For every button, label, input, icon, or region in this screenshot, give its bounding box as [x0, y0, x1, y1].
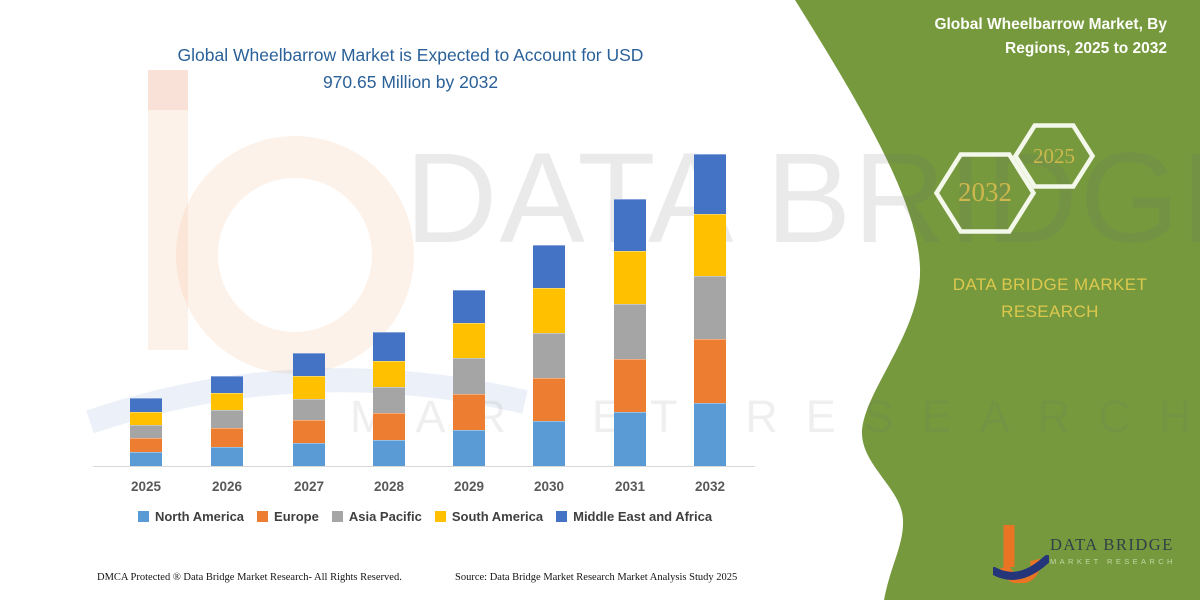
legend-label: Asia Pacific	[348, 509, 422, 524]
watermark-marketresearch: MARKET RESEARCH	[350, 391, 1200, 442]
bar-segment-south-america	[614, 250, 646, 305]
legend-marker	[556, 511, 568, 522]
bar-segment-europe	[453, 393, 485, 430]
x-axis-label-2028: 2028	[373, 479, 405, 494]
legend-item-asia-pacific: Asia Pacific	[331, 509, 422, 524]
bar-segment-south-america	[373, 360, 405, 387]
bar-2027	[293, 353, 325, 466]
bar-segment-north-america	[614, 411, 646, 466]
panel-brand-line1: DATA BRIDGE MARKET	[952, 275, 1148, 294]
chart-title: Global Wheelbarrow Market is Expected to…	[158, 42, 663, 96]
bar-segment-europe	[293, 420, 325, 443]
bar-segment-south-america	[453, 323, 485, 358]
panel-title: Global Wheelbarrow Market, By Regions, 2…	[837, 13, 1167, 61]
bar-segment-north-america	[373, 439, 405, 466]
hexagon-large	[933, 152, 1037, 234]
bar-segment-asia-pacific	[533, 332, 565, 378]
bar-segment-asia-pacific	[211, 409, 243, 428]
logo-brand-label: DATA BRIDGE	[1050, 535, 1174, 554]
hexagon-year-2032: 2032	[958, 177, 1012, 207]
bar-segment-europe	[614, 359, 646, 412]
bar-segment-europe	[130, 437, 162, 452]
bar-segment-north-america	[533, 420, 565, 466]
bar-segment-north-america	[293, 442, 325, 466]
bar-segment-middle-east-and-africa	[130, 397, 162, 412]
legend-marker	[257, 511, 269, 522]
x-axis-label-2026: 2026	[211, 479, 243, 494]
bar-segment-asia-pacific	[453, 357, 485, 394]
panel-title-line1: Global Wheelbarrow Market, By	[934, 16, 1167, 33]
databridge-logo-text: DATA BRIDGE MARKET RESEARCH	[1050, 535, 1190, 566]
bar-segment-middle-east-and-africa	[614, 199, 646, 251]
panel-title-line2: Regions, 2025 to 2032	[1005, 40, 1167, 58]
x-axis-line	[93, 466, 755, 467]
bar-segment-middle-east-and-africa	[533, 245, 565, 288]
bar-segment-south-america	[130, 412, 162, 425]
bar-2025	[130, 397, 162, 466]
bar-segment-middle-east-and-africa	[211, 375, 243, 394]
legend-item-middle-east-and-africa: Middle East and Africa	[556, 509, 712, 524]
x-axis-label-2025: 2025	[130, 479, 162, 494]
legend-item-north-america: North America	[137, 509, 245, 524]
bar-segment-europe	[211, 427, 243, 447]
bar-segment-middle-east-and-africa	[373, 331, 405, 361]
legend-item-south-america: South America	[434, 509, 544, 524]
panel-brand-name: DATA BRIDGE MARKET RESEARCH	[915, 271, 1185, 325]
bar-2026	[211, 375, 243, 466]
bar-segment-asia-pacific	[373, 386, 405, 413]
bar-2031	[614, 199, 646, 466]
bar-segment-europe	[373, 412, 405, 440]
bar-segment-south-america	[533, 287, 565, 333]
panel-brand-line2: RESEARCH	[1001, 302, 1099, 322]
bar-2032	[694, 154, 726, 466]
bar-segment-north-america	[453, 429, 485, 466]
bar-2028	[373, 331, 405, 466]
x-axis-label-2030: 2030	[533, 479, 565, 494]
legend-label: Middle East and Africa	[573, 509, 713, 524]
logo-sub-label: MARKET RESEARCH	[1050, 557, 1176, 566]
legend-label: South America	[451, 509, 544, 524]
bar-segment-south-america	[694, 214, 726, 276]
bar-segment-asia-pacific	[694, 275, 726, 340]
hexagon-graphics	[933, 123, 1096, 234]
bar-segment-south-america	[293, 375, 325, 399]
bar-segment-south-america	[211, 393, 243, 410]
bar-segment-europe	[533, 377, 565, 421]
legend-item-europe: Europe	[257, 509, 319, 524]
hexagon-year-2025: 2025	[1033, 144, 1075, 168]
bar-segment-asia-pacific	[130, 425, 162, 438]
bar-segment-north-america	[694, 402, 726, 466]
bar-segment-middle-east-and-africa	[694, 154, 726, 215]
chart-legend: North America Europe Asia Pacific South Ame…	[90, 509, 760, 524]
watermark-databridge: DATA BRIDGE	[405, 127, 1200, 270]
bar-segment-north-america	[130, 451, 162, 466]
bar-segment-europe	[694, 339, 726, 403]
legend-label: Europe	[274, 509, 319, 524]
chart-title-line2: 970.65 Million by 2032	[322, 72, 499, 93]
bar-segment-asia-pacific	[614, 304, 646, 360]
bar-segment-middle-east-and-africa	[453, 289, 485, 324]
legend-label: North America	[154, 509, 245, 524]
chart-title-line1: Global Wheelbarrow Market is Expected to…	[177, 45, 644, 65]
bar-2029	[453, 289, 485, 466]
legend-marker	[331, 511, 343, 522]
dmca-notice: DMCA Protected ® Data Bridge Market Rese…	[97, 572, 402, 583]
bar-segment-middle-east-and-africa	[293, 353, 325, 376]
legend-marker	[434, 511, 446, 522]
hexagon-small	[1012, 123, 1096, 189]
x-axis-label-2027: 2027	[293, 479, 325, 494]
source-note: Source: Data Bridge Market Research Mark…	[455, 572, 738, 583]
bar-segment-north-america	[211, 446, 243, 466]
bar-segment-asia-pacific	[293, 398, 325, 421]
legend-marker	[137, 511, 149, 522]
x-axis-label-2032: 2032	[694, 479, 726, 494]
x-axis-label-2031: 2031	[614, 479, 646, 494]
x-axis-label-2029: 2029	[453, 479, 485, 494]
databridge-logo-icon	[993, 525, 1049, 583]
bar-2030	[533, 245, 565, 466]
